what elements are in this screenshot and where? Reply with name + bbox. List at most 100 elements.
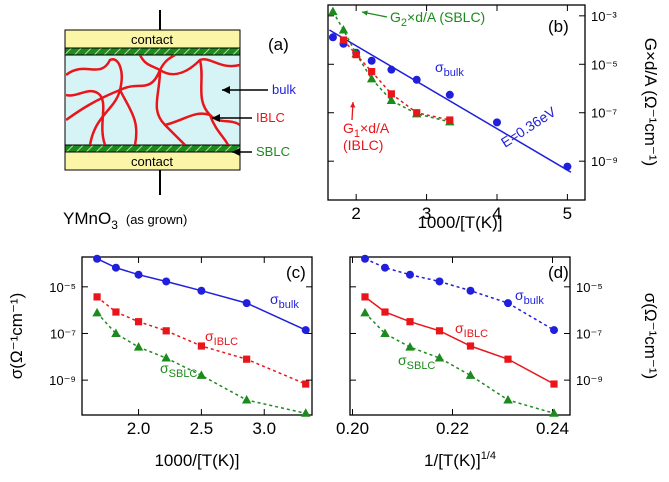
data-point [366,73,377,83]
data-point [386,95,397,104]
data-point [406,270,414,279]
x-tick-label: 0.20 [336,419,369,438]
annotation-sub: IBLC [214,336,239,348]
data-point [492,118,501,127]
data-point [360,307,370,317]
annotation-arrow-head [350,102,356,108]
y-axis-label: σ(Ω⁻¹cm⁻¹) [7,293,26,379]
data-point [381,263,389,272]
y-axis-label: G×d/A (Ω⁻¹cm⁻¹) [641,38,660,166]
data-point [302,380,310,388]
annotation-sub: IBLC [464,328,489,340]
caption: YMnO3 (as grown) [63,209,187,232]
data-point [361,293,369,301]
data-point [466,342,475,350]
data-point [338,25,349,34]
series-line [96,312,306,415]
data-point [446,116,454,124]
data-point [550,380,558,388]
data-point [301,408,311,417]
data-point [445,90,454,99]
annotation: E=0.36eV [498,103,559,150]
annotation: σIBLC [205,328,238,348]
series-line [342,39,450,121]
x-axis-label-text: 1000/[T(K)] [417,213,502,232]
annotation-sub: bulk [524,295,545,307]
chart-panel: 2.0 2.5 3.0 10⁻⁹ 10⁻⁷ 10⁻⁵ (c) 1000/[T(K)] σ(Ω⁻¹… [7,254,313,470]
data-point [111,328,121,337]
annotation-sub: SBLC [169,368,198,380]
contact-layer [64,151,241,171]
data-point [111,263,120,272]
arrow-head [232,148,240,156]
data-point [549,408,559,417]
annotation-text: σ [205,328,214,344]
annotation-sub: bulk [279,299,300,311]
arrow-head [222,86,230,94]
series-line [329,29,572,173]
data-point [466,286,475,295]
annotation-sub: 2 [401,17,407,29]
data-point [503,395,513,404]
caption-text: YMnO [63,209,111,228]
x-tick-label: 2.5 [190,419,214,438]
data-point [197,342,205,350]
x-axis-label: 1/[T(K)]1/4 [424,450,496,470]
data-point [161,352,171,362]
annotation-text: σ [160,360,169,376]
data-point [112,308,120,316]
chart-panel: 2 3 4 510⁻⁹10⁻⁷10⁻⁵10⁻³(b)1000/[T(K)]G×d/A … [327,4,660,232]
x-tick-label: 0.22 [436,419,469,438]
annotation-text: E=0.36eV [498,103,559,150]
annotation-text: σ [455,320,464,336]
data-point [550,326,558,335]
y-tick-label: 10⁻⁷ [576,326,602,341]
layer-label: IBLC [256,110,285,125]
layer-label: bulk [272,82,296,97]
data-point [413,109,421,117]
data-point [434,352,445,362]
annotation: G2×d/A (SBLC) [390,9,485,29]
y-tick-label: 10⁻⁹ [576,373,603,388]
annotation-text: G [390,9,401,25]
x-axis-label: 1000/[T(K)] [154,451,239,470]
y-axis-label: σ(Ω⁻¹cm⁻¹) [641,293,660,379]
annotation-text: G [343,120,354,136]
data-point [381,308,389,316]
x-tick-label: 2 [351,204,360,223]
contact-label: contact [131,154,173,169]
caption-sub: 3 [111,218,118,232]
annotation-text: ×d/A (SBLC) [407,9,485,25]
y-tick-label: 10⁻³ [591,9,617,24]
panel-label: (c) [286,263,306,282]
x-tick-label: 4 [492,204,501,223]
annotation-sub: SBLC [407,360,436,372]
x-axis-label-text: 1000/[T(K)] [154,451,239,470]
data-point [93,254,102,263]
annotation-text: σ [515,287,524,303]
annotation: σSBLC [398,352,435,372]
series-line [364,296,555,385]
sblc-layer [64,47,241,56]
data-point [92,307,102,317]
data-point [465,370,476,379]
contact-label: contact [131,32,173,47]
annotation: G1×d/A [343,120,390,140]
data-point [435,277,444,286]
annotation-arrow-head [362,10,368,16]
y-tick-label: 10⁻⁵ [576,280,603,295]
y-tick-label: 10⁻⁷ [591,106,617,121]
y-tick-label: 10⁻⁵ [49,280,76,295]
data-point [134,318,143,326]
data-point [352,51,360,59]
annotation-text: σ [435,59,444,75]
y-tick-label: 10⁻⁷ [50,326,76,341]
data-point [93,293,101,301]
x-axis-label: 1000/[T(K)] [417,213,502,232]
data-point [380,328,390,337]
data-point [241,395,252,404]
plot-frame [327,4,586,201]
data-point [301,326,310,335]
layer-label: SBLC [256,144,290,159]
